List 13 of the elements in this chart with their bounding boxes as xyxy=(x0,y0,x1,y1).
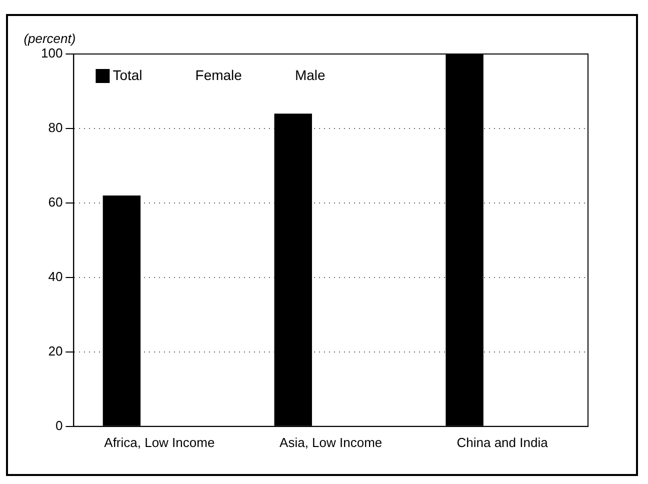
y-axis-title: (percent) xyxy=(24,31,76,46)
y-tick-label: 60 xyxy=(48,194,63,210)
x-tick-label: Africa, Low Income xyxy=(104,434,215,450)
y-tick-label: 40 xyxy=(48,269,63,284)
text: Male xyxy=(294,66,326,83)
x-tick-label: Asia, Low Income xyxy=(280,434,382,450)
y-tick-label: 80 xyxy=(48,120,63,136)
y-tick-label: 0 xyxy=(55,418,63,433)
x-tick-label: China and India xyxy=(456,434,549,450)
legend-label: Total xyxy=(112,66,142,83)
y-tick-label: 20 xyxy=(48,344,63,358)
text: Female xyxy=(195,66,242,83)
y-tick-label: 100 xyxy=(40,46,63,61)
